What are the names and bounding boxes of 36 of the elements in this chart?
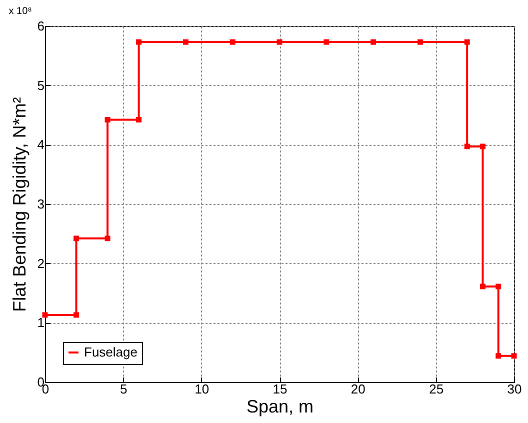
y-tick-label: 6 xyxy=(37,18,44,34)
point xyxy=(104,236,110,242)
point xyxy=(230,39,236,45)
y-tick-label: 3 xyxy=(37,196,44,212)
point xyxy=(324,39,330,45)
point xyxy=(496,284,502,290)
x-tick-label: 10 xyxy=(194,382,210,396)
x-tick-label: 15 xyxy=(272,382,288,396)
point xyxy=(370,39,376,45)
point xyxy=(74,236,80,242)
point xyxy=(42,312,48,318)
y-tick-label: 1 xyxy=(37,315,44,330)
text: x 10⁸ xyxy=(8,6,32,17)
point xyxy=(104,117,110,122)
point xyxy=(464,144,470,150)
point xyxy=(74,312,80,318)
point xyxy=(417,39,423,45)
x-tick-label: 30 xyxy=(507,382,522,396)
point xyxy=(480,284,486,290)
legend-label: Fuselage xyxy=(84,344,138,360)
point xyxy=(480,144,486,150)
x-tick-label: 25 xyxy=(429,382,444,396)
point xyxy=(182,39,188,45)
x-axis-title: Span, m xyxy=(246,396,314,416)
point xyxy=(464,39,470,45)
point xyxy=(496,353,502,359)
point xyxy=(136,117,142,122)
point xyxy=(511,353,517,359)
y-tick-label: 2 xyxy=(37,256,44,271)
point xyxy=(276,39,282,45)
y-tick-label: 5 xyxy=(37,78,44,93)
y-axis-title: Flat Bending Rigidity, N*m² xyxy=(9,97,30,312)
y-tick-label: 4 xyxy=(37,137,44,152)
x-tick-label: 20 xyxy=(350,382,366,396)
x-tick-label: 5 xyxy=(120,382,128,396)
point xyxy=(136,39,142,45)
